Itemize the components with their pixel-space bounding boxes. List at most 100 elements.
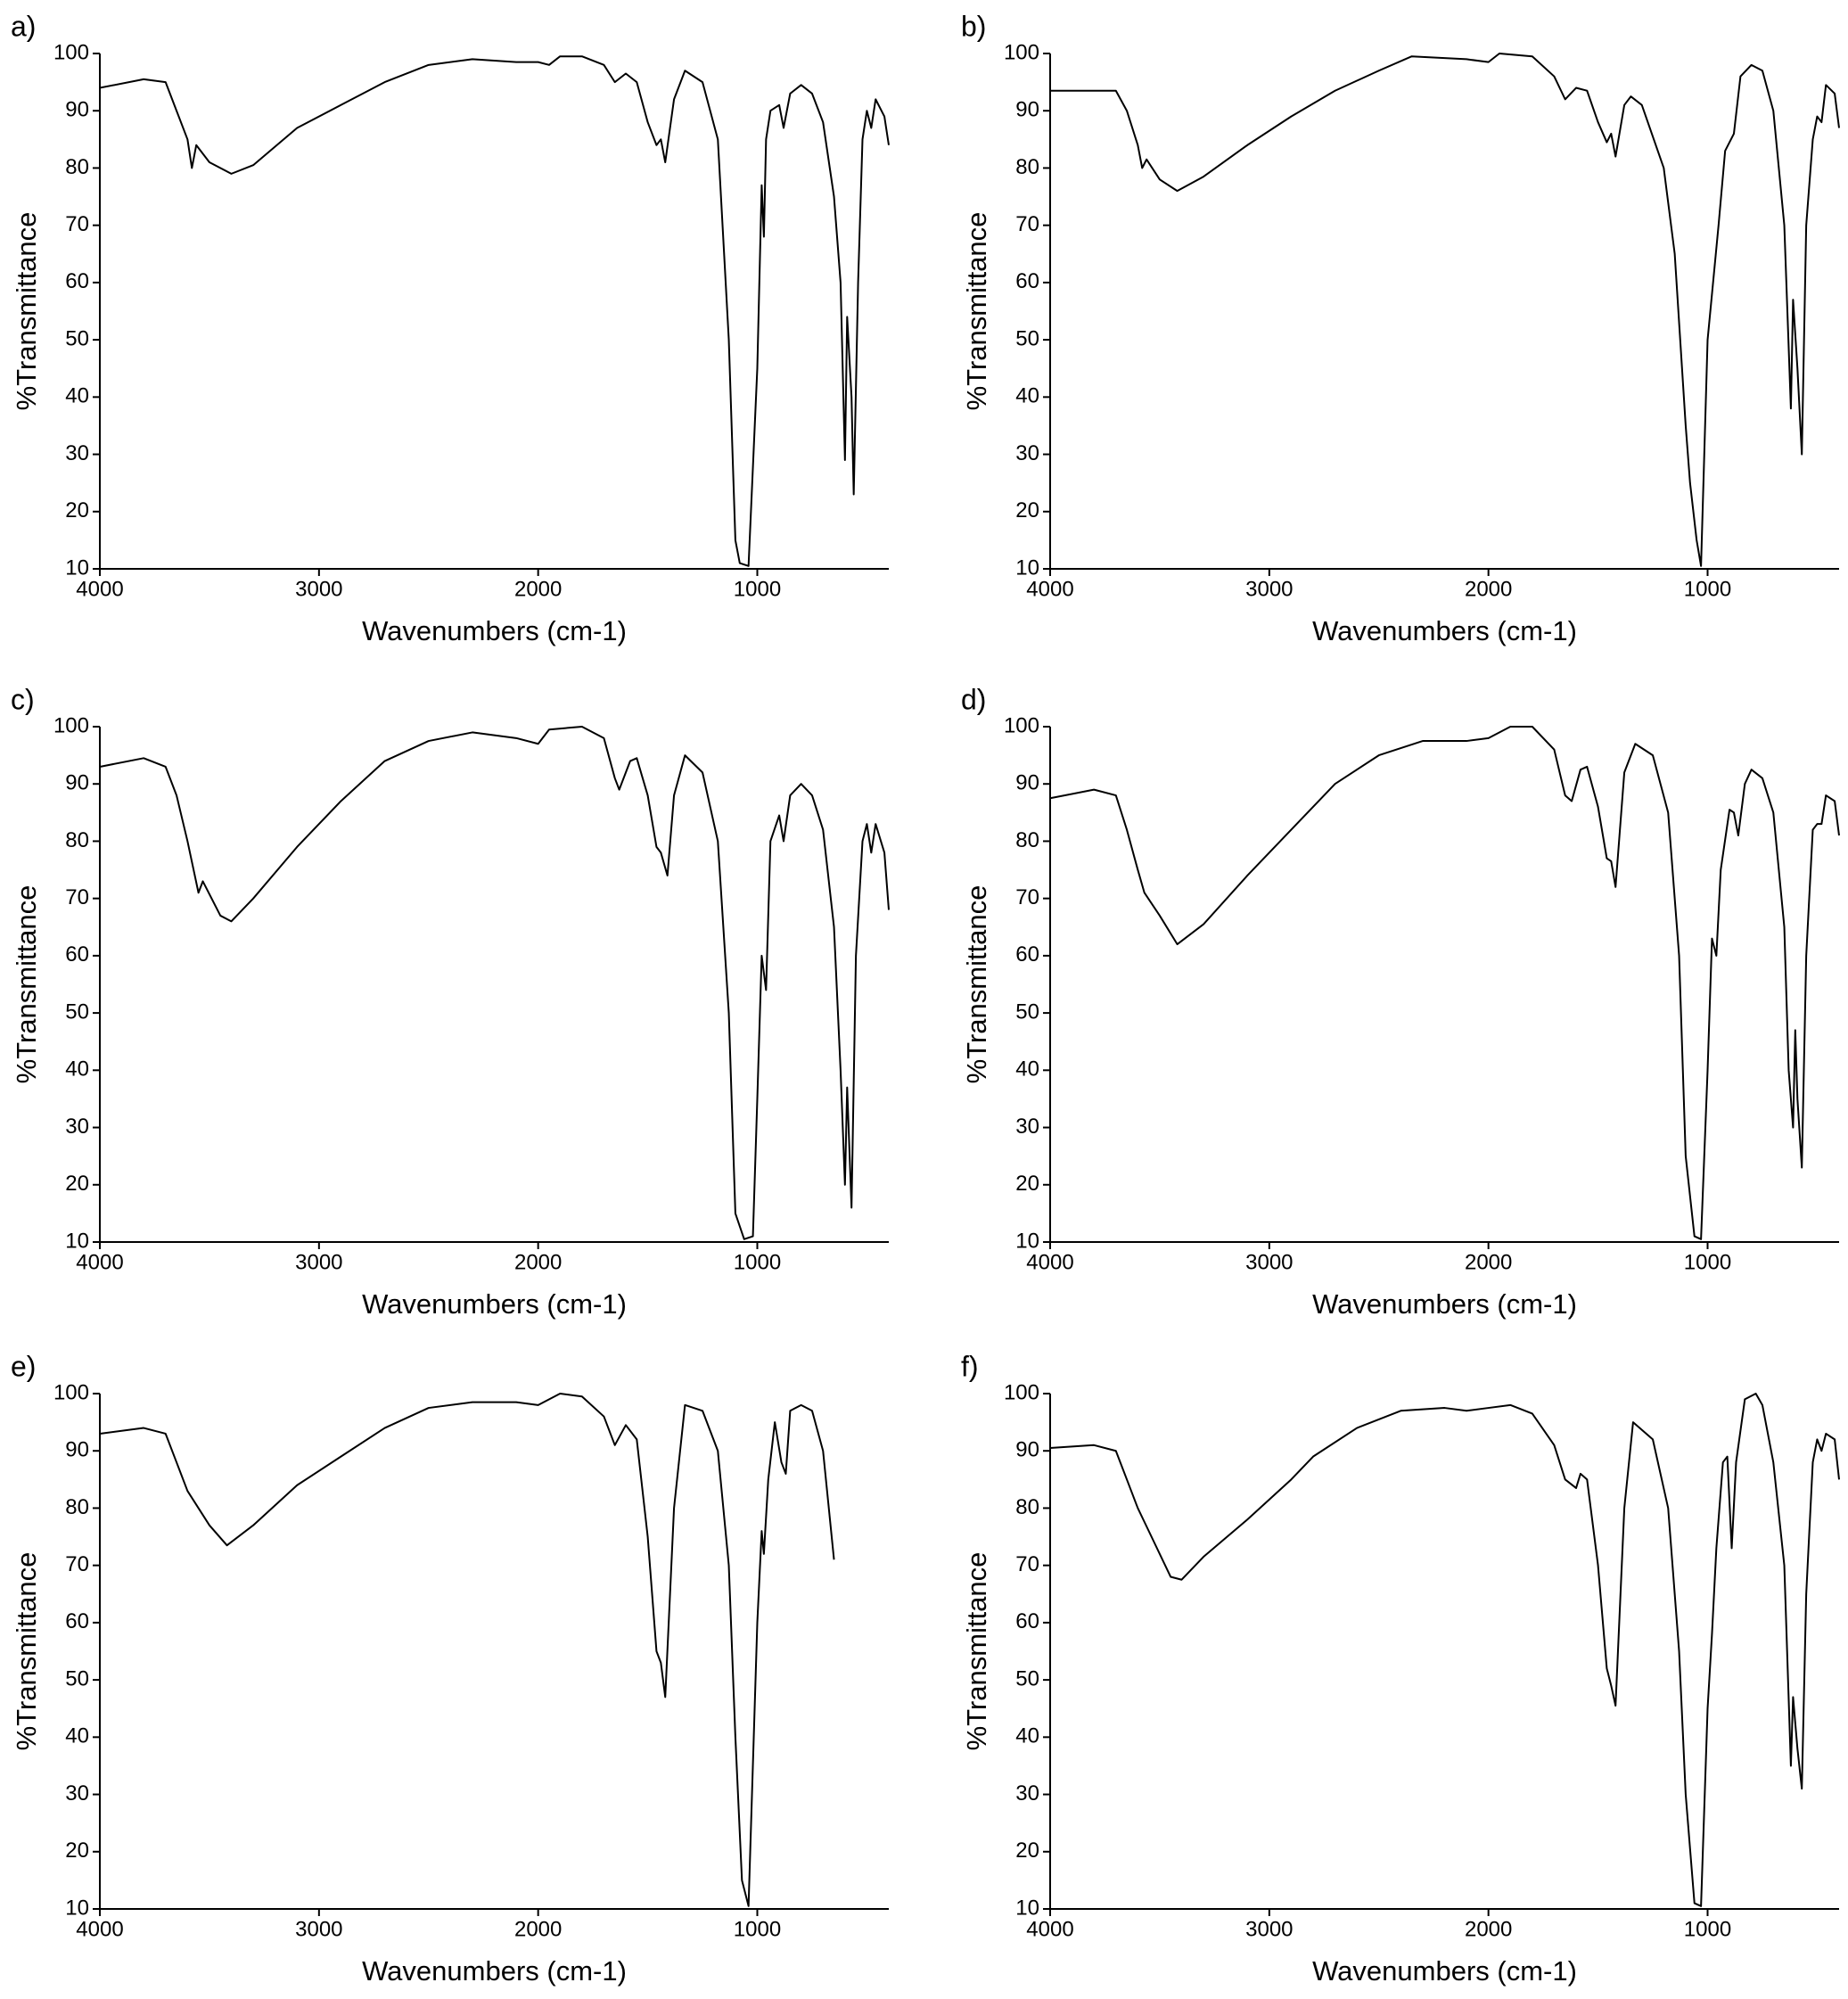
y-tick-label: 50 [1015,1000,1039,1024]
y-tick-label: 80 [1015,828,1039,852]
x-tick-label: 4000 [1026,1917,1073,1941]
x-tick-label: 4000 [1026,1250,1073,1274]
y-tick-label: 90 [1015,771,1039,795]
y-tick-label: 100 [1004,40,1039,64]
y-tick-label: 70 [1015,212,1039,236]
y-tick-label: 20 [1015,1172,1039,1196]
y-tick-label: 40 [1015,1057,1039,1082]
y-tick-label: 80 [65,1495,89,1519]
x-tick-label: 1000 [734,1250,781,1274]
y-tick-label: 40 [65,1057,89,1082]
y-tick-label: 10 [1015,1229,1039,1253]
y-tick-label: 50 [65,1000,89,1024]
y-tick-label: 100 [1004,713,1039,737]
y-tick-label: 20 [65,1839,89,1863]
y-tick-label: 60 [65,942,89,967]
y-tick-label: 100 [53,1380,89,1404]
x-tick-label: 4000 [76,577,123,601]
y-tick-label: 50 [1015,326,1039,350]
spectrum-line [1049,726,1840,1240]
y-tick-label: 60 [1015,269,1039,293]
y-tick-label: 20 [1015,1839,1039,1863]
y-tick-label: 60 [1015,942,1039,967]
x-tick-label: 2000 [514,577,562,601]
y-tick-label: 60 [65,269,89,293]
x-axis-title: Wavenumbers (cm-1) [362,615,627,646]
y-tick-label: 30 [1015,441,1039,465]
x-tick-label: 4000 [76,1917,123,1941]
y-tick-label: 80 [65,828,89,852]
y-tick-label: 30 [65,1781,89,1806]
y-axis-title: %Transmittance [11,1552,42,1751]
y-axis-title: %Transmittance [961,1552,992,1751]
y-tick-label: 70 [65,885,89,909]
y-tick-label: 70 [1015,1552,1039,1576]
x-axis-title: Wavenumbers (cm-1) [362,1288,627,1320]
x-tick-label: 3000 [1245,1250,1293,1274]
x-tick-label: 3000 [295,1250,342,1274]
panel-label: b) [961,10,986,42]
y-tick-label: 20 [65,1172,89,1196]
x-tick-label: 3000 [295,577,342,601]
y-tick-label: 100 [53,40,89,64]
y-tick-label: 90 [65,771,89,795]
x-tick-label: 3000 [1245,577,1293,601]
x-tick-label: 4000 [76,1250,123,1274]
spectrum-line [1050,53,1840,567]
x-tick-label: 4000 [1026,577,1073,601]
y-tick-label: 30 [1015,1781,1039,1806]
y-tick-label: 80 [1015,155,1039,179]
y-tick-label: 70 [65,1552,89,1576]
x-axis-title: Wavenumbers (cm-1) [1312,1955,1577,1987]
x-tick-label: 3000 [1245,1917,1293,1941]
y-tick-label: 40 [65,1724,89,1748]
x-tick-label: 2000 [514,1917,562,1941]
y-tick-label: 40 [1015,384,1039,408]
y-tick-label: 10 [1015,555,1039,580]
spectrum-line [1049,1393,1840,1907]
y-tick-label: 20 [1015,498,1039,522]
y-tick-label: 10 [65,555,89,580]
x-tick-label: 1000 [1684,1250,1731,1274]
spectrum-line [99,1393,835,1907]
y-tick-label: 100 [53,713,89,737]
x-tick-label: 2000 [1465,1250,1512,1274]
y-tick-label: 90 [1015,1438,1039,1462]
spectrum-line [99,55,890,567]
y-axis-title: %Transmittance [961,212,992,411]
y-tick-label: 20 [65,498,89,522]
y-tick-label: 60 [1015,1609,1039,1633]
y-tick-label: 50 [65,1666,89,1691]
spectrum-line [99,726,890,1240]
y-tick-label: 100 [1004,1380,1039,1404]
y-tick-label: 70 [65,212,89,236]
y-tick-label: 30 [65,441,89,465]
x-axis-title: Wavenumbers (cm-1) [1312,1288,1577,1320]
y-tick-label: 30 [1015,1115,1039,1139]
y-tick-label: 80 [1015,1495,1039,1519]
panel-label: a) [11,10,36,42]
x-tick-label: 2000 [514,1250,562,1274]
x-axis-title: Wavenumbers (cm-1) [1312,615,1577,646]
y-tick-label: 90 [65,1438,89,1462]
y-tick-label: 50 [1015,1666,1039,1691]
x-axis-title: Wavenumbers (cm-1) [362,1955,627,1987]
y-tick-label: 80 [65,155,89,179]
panel-label: f) [961,1350,979,1382]
x-tick-label: 3000 [295,1917,342,1941]
y-axis-title: %Transmittance [961,885,992,1084]
x-tick-label: 2000 [1465,577,1512,601]
y-tick-label: 10 [65,1896,89,1920]
y-axis-title: %Transmittance [11,885,42,1084]
x-tick-label: 1000 [734,577,781,601]
y-tick-label: 60 [65,1609,89,1633]
y-tick-label: 70 [1015,885,1039,909]
y-tick-label: 30 [65,1115,89,1139]
panel-label: d) [961,683,986,715]
y-tick-label: 50 [65,326,89,350]
y-tick-label: 10 [65,1229,89,1253]
x-tick-label: 1000 [1684,577,1731,601]
y-axis-title: %Transmittance [11,212,42,411]
